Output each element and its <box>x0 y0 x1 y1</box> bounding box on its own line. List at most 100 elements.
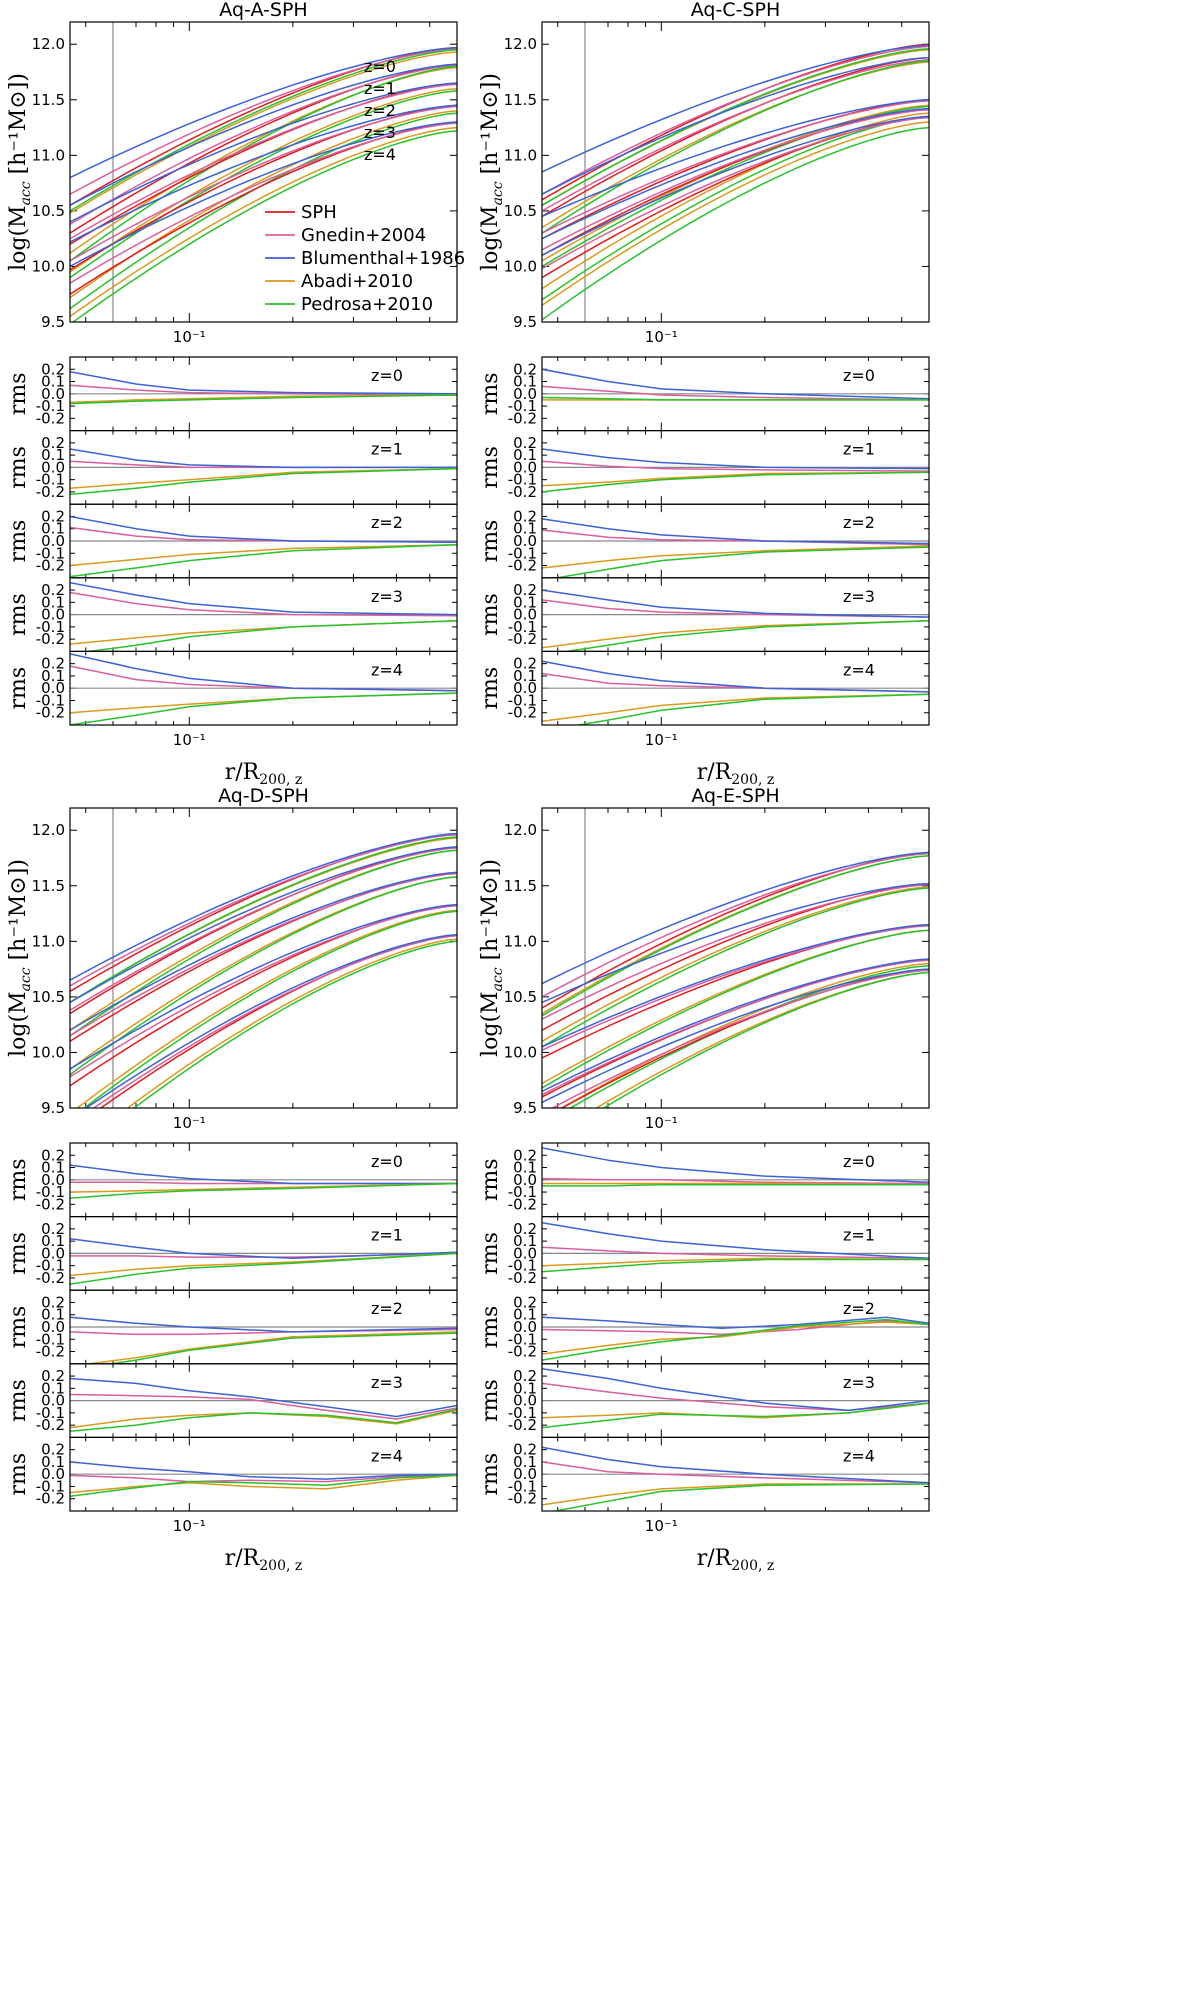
rms-y-tick-label: 0.1 <box>41 446 65 464</box>
rms-curve-blumenthal-1986 <box>542 448 929 470</box>
legend-label: Blumenthal+1986 <box>301 248 465 269</box>
rms-y-tick-label: 0.0 <box>513 1318 537 1336</box>
rms-y-tick-label: 0.0 <box>513 1171 537 1189</box>
rms-panel-z0: 0.20.10.0-0.1-0.2 rms z=0 <box>6 356 458 432</box>
curve-abadi-2010-z3 <box>76 909 457 1108</box>
rms-y-tick-label: 0.0 <box>41 385 65 403</box>
rms-curves <box>70 1461 457 1498</box>
curve-gnedin-2004-z1 <box>542 883 929 1020</box>
rms-y-tick-label: -0.1 <box>508 1183 537 1201</box>
rms-curve-pedrosa-2010 <box>542 1402 929 1429</box>
legend-label: Pedrosa+2010 <box>301 294 433 315</box>
rms-curves <box>542 448 929 493</box>
rms-z-label: z=1 <box>371 440 403 459</box>
rms-y-tick-label: 0.2 <box>513 1441 537 1459</box>
curve-abadi-2010-z4 <box>594 971 929 1108</box>
rms-y-tick-label: 0.0 <box>41 532 65 550</box>
rms-curves <box>70 515 457 578</box>
rms-x-tick-label: 10⁻¹ <box>173 731 206 749</box>
rms-y-tick-label: 0.1 <box>41 1453 65 1471</box>
rms-curves <box>542 368 929 401</box>
curve-blumenthal-1986-z1 <box>542 882 929 1004</box>
rms-curve-abadi-2010 <box>70 394 457 404</box>
curve-blumenthal-1986-z2 <box>542 99 929 218</box>
z-label: z=2 <box>364 101 396 120</box>
rms-curve-gnedin-2004 <box>542 1177 929 1185</box>
rms-z-label: z=0 <box>371 1152 403 1171</box>
rms-z-label: z=2 <box>371 1299 403 1318</box>
rms-z-label: z=4 <box>371 1446 403 1465</box>
curve-pedrosa-2010-z0 <box>70 49 457 212</box>
rms-y-tick-label: -0.2 <box>508 1269 537 1287</box>
rms-curve-gnedin-2004 <box>542 1246 929 1260</box>
rms-z-label: z=3 <box>371 587 403 606</box>
curve-pedrosa-2010-z1 <box>70 65 457 262</box>
curve-gnedin-2004-z1 <box>542 59 929 212</box>
curve-sph-z3 <box>70 903 457 1087</box>
rms-y-tick-label: 0.1 <box>41 1306 65 1324</box>
y-tick-label: 10.0 <box>504 1043 537 1061</box>
rms-y-tick-label: 0.2 <box>41 1220 65 1238</box>
rms-y-tick-label: -0.2 <box>508 1343 537 1361</box>
x-tick-label: 10⁻¹ <box>645 1114 678 1132</box>
curve-blumenthal-1986-z2 <box>542 923 929 1048</box>
rms-curve-pedrosa-2010 <box>561 619 929 652</box>
rms-z-label: z=3 <box>843 587 875 606</box>
y-tick-label: 11.0 <box>32 146 65 164</box>
rms-y-tick-label: 0.0 <box>513 385 537 403</box>
rms-y-tick-label: 0.1 <box>513 1159 537 1177</box>
rms-curve-blumenthal-1986 <box>70 370 457 395</box>
rms-panel-z4: 0.20.10.0-0.1-0.2 rms z=4 <box>478 650 930 726</box>
rms-y-tick-label: -0.1 <box>508 1257 537 1275</box>
curve-pedrosa-2010-z3 <box>542 115 929 301</box>
rms-axis-label: rms <box>6 520 31 563</box>
curve-blumenthal-1986-z0 <box>542 851 929 985</box>
panel-title: Aq-D-SPH <box>218 785 309 807</box>
rms-y-tick-label: -0.1 <box>508 397 537 415</box>
rms-axis-label: rms <box>6 372 31 415</box>
rms-y-tick-label: 0.1 <box>513 593 537 611</box>
rms-panel-z3: 0.20.10.0-0.1-0.2 rms z=3 <box>478 577 930 652</box>
rms-y-tick-label: 0.0 <box>41 1392 65 1410</box>
rms-y-tick-label: -0.1 <box>36 618 65 636</box>
rms-y-tick-label: 0.2 <box>41 1367 65 1385</box>
curve-sph-z1 <box>70 63 457 234</box>
curve-blumenthal-1986-z0 <box>70 46 457 179</box>
y-tick-label: 12.0 <box>32 35 65 53</box>
rms-curve-abadi-2010 <box>70 1252 457 1277</box>
rms-curves <box>542 1147 929 1187</box>
rms-panel-z2: 0.20.10.0-0.1-0.2 rms z=2 <box>478 503 930 579</box>
mass-curves <box>70 22 457 322</box>
curve-blumenthal-1986-z3 <box>70 104 457 243</box>
rms-z-label: z=0 <box>843 366 875 385</box>
rms-curve-blumenthal-1986 <box>70 515 457 543</box>
rms-y-tick-label: -0.1 <box>36 1183 65 1201</box>
y-tick-label: 9.5 <box>513 313 537 331</box>
rms-curve-gnedin-2004 <box>542 460 929 472</box>
curve-blumenthal-1986-z2 <box>70 871 457 1031</box>
rms-y-tick-label: -0.2 <box>508 1416 537 1434</box>
x-tick-label: 10⁻¹ <box>645 328 678 346</box>
rms-curve-pedrosa-2010 <box>70 1408 457 1433</box>
curve-abadi-2010-z4 <box>126 938 457 1108</box>
rms-axis-label: rms <box>478 1379 503 1422</box>
rms-curve-gnedin-2004 <box>70 1393 457 1420</box>
rms-y-tick-label: 0.0 <box>41 1318 65 1336</box>
mass-curves <box>70 808 457 1108</box>
rms-panel-z4: 0.20.10.0-0.1-0.2 rms z=4 <box>6 1436 458 1512</box>
curve-gnedin-2004-z3 <box>70 905 457 1078</box>
y-tick-label: 12.0 <box>504 821 537 839</box>
rms-z-label: z=3 <box>371 1373 403 1392</box>
rms-curve-pedrosa-2010 <box>552 546 929 578</box>
rms-curve-blumenthal-1986 <box>542 1147 929 1184</box>
rms-y-tick-label: 0.0 <box>513 1392 537 1410</box>
rms-frame <box>541 1436 930 1512</box>
rms-curve-gnedin-2004 <box>542 1461 929 1484</box>
rms-y-tick-label: -0.1 <box>36 471 65 489</box>
curve-pedrosa-2010-z3 <box>83 910 457 1108</box>
curve-gnedin-2004-z0 <box>70 47 457 195</box>
rms-axis-label: rms <box>6 1158 31 1201</box>
y-tick-label: 12.0 <box>32 821 65 839</box>
rms-y-tick-label: -0.2 <box>36 1416 65 1434</box>
rms-y-tick-label: 0.2 <box>41 360 65 378</box>
